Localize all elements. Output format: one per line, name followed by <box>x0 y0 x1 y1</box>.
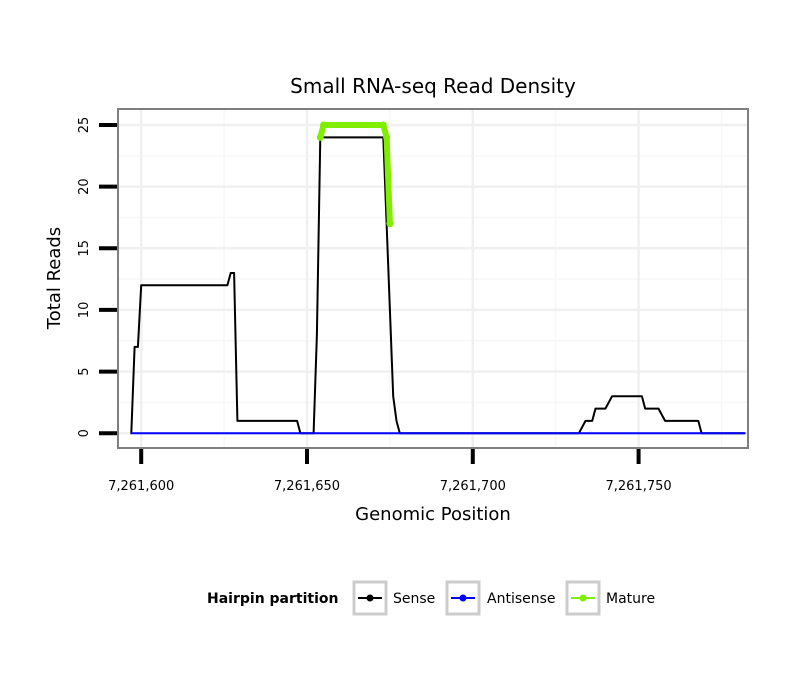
chart-title: Small RNA-seq Read Density <box>290 74 576 98</box>
mature-legend-label: Mature <box>606 591 655 607</box>
mature-point <box>316 133 324 141</box>
legend-title: Hairpin partition <box>207 591 338 607</box>
sense-series-line <box>130 136 746 435</box>
mature-legend-dot <box>579 594 587 602</box>
antisense-legend-dot <box>459 594 467 602</box>
y-tick-label: 25 <box>77 117 92 134</box>
mature-point <box>379 121 387 129</box>
sense-legend-dot <box>366 594 374 602</box>
series-lines <box>130 121 746 435</box>
mature-point <box>383 133 391 141</box>
y-tick-label: 20 <box>77 178 92 195</box>
y-axis: 0 5 10 15 20 25 <box>77 117 117 437</box>
y-tick-label: 15 <box>77 240 92 257</box>
mature-point <box>320 121 328 129</box>
y-tick-label: 0 <box>77 429 92 437</box>
x-tick-label: 7,261,700 <box>440 479 506 494</box>
x-axis-label: Genomic Position <box>355 504 511 525</box>
sense-legend-label: Sense <box>393 591 435 607</box>
mature-point <box>386 220 394 228</box>
x-tick-label: 7,261,600 <box>108 479 174 494</box>
x-tick-label: 7,261,750 <box>605 479 671 494</box>
y-axis-label: Total Reads <box>44 227 65 330</box>
y-tick-label: 10 <box>77 302 92 319</box>
x-axis: 7,261,600 7,261,650 7,261,700 7,261,750 <box>108 449 672 494</box>
antisense-legend-label: Antisense <box>487 591 556 607</box>
x-tick-label: 7,261,650 <box>274 479 340 494</box>
y-tick-label: 5 <box>77 367 92 375</box>
legend: Hairpin partition Sense Antisense Mature <box>207 580 655 616</box>
